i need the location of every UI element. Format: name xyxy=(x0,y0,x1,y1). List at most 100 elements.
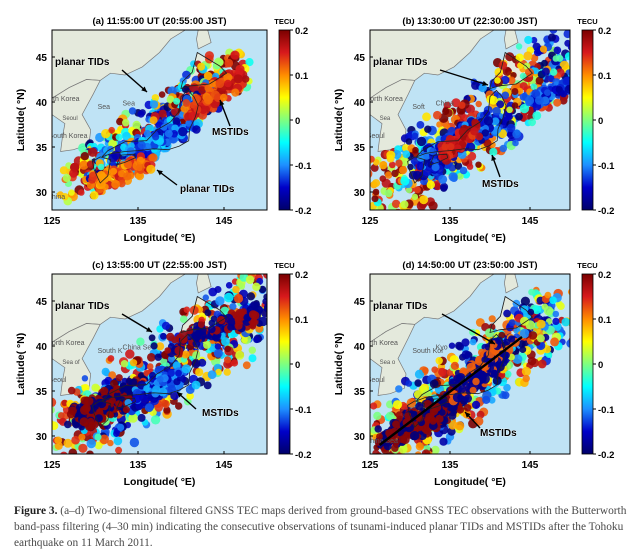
colorbar-label: TECU xyxy=(577,17,597,26)
tec-dot xyxy=(122,119,130,127)
tec-dot xyxy=(68,189,75,196)
tec-dot xyxy=(532,305,542,315)
x-tick-label: 145 xyxy=(522,216,539,227)
tec-dot xyxy=(372,449,380,454)
tec-dot xyxy=(524,95,535,106)
colorbar-tick-label: -0.2 xyxy=(295,206,311,217)
tec-dot xyxy=(235,67,244,76)
tec-dot xyxy=(202,294,209,301)
annotation-arrow xyxy=(121,313,153,333)
tec-dot xyxy=(506,106,513,114)
tec-dot xyxy=(135,171,145,181)
tec-dot xyxy=(67,386,76,395)
tec-dot xyxy=(43,413,52,422)
tec-dot xyxy=(179,315,188,324)
y-tick-label: 30 xyxy=(36,432,48,443)
tec-dot xyxy=(136,337,145,346)
tec-dot xyxy=(132,394,142,404)
y-axis-label: Latitude( °N) xyxy=(333,89,345,152)
tec-dot xyxy=(250,301,258,309)
tec-dot xyxy=(438,367,447,377)
tec-dot xyxy=(400,176,410,186)
tec-dot xyxy=(450,361,459,370)
tec-dot xyxy=(519,103,530,114)
tec-dot xyxy=(150,415,161,425)
tec-dot xyxy=(54,436,63,445)
annotation-arrowhead xyxy=(491,155,497,161)
tec-dot xyxy=(229,303,237,311)
tec-dot xyxy=(186,327,194,335)
annotation-arrow xyxy=(121,69,148,93)
tec-dot xyxy=(271,319,279,327)
tec-dot xyxy=(152,133,160,141)
y-tick-label: 40 xyxy=(354,342,366,353)
figure-3-tec-maps: orth Korea South Korea Seoul Sea Sea China (a)… xyxy=(15,16,615,488)
tec-dot xyxy=(62,456,71,465)
tec-dot xyxy=(370,155,375,163)
tec-dot xyxy=(386,150,396,160)
tec-dot xyxy=(86,450,94,454)
japan-coastline xyxy=(489,51,534,90)
japan-coastline xyxy=(429,397,449,410)
tec-dot xyxy=(557,302,565,310)
y-tick-label: 30 xyxy=(354,432,366,443)
tec-dot xyxy=(433,110,442,120)
tec-dot xyxy=(113,436,123,446)
tec-dot xyxy=(528,118,536,127)
place-label: Seoul xyxy=(49,377,67,384)
tec-dot xyxy=(143,129,151,138)
x-axis-label: Longitude( °E) xyxy=(124,232,196,244)
tec-dot xyxy=(186,392,194,400)
tec-dot xyxy=(548,33,556,42)
y-axis-label: Latitude( °N) xyxy=(333,333,345,396)
tec-dot xyxy=(531,89,541,99)
y-tick-label: 35 xyxy=(36,387,48,398)
japan-coastline xyxy=(180,295,228,334)
tec-dot xyxy=(115,133,123,141)
korea-land xyxy=(52,323,101,396)
colorbar-tick-label: 0 xyxy=(598,360,603,371)
place-label: Seoul xyxy=(367,133,385,140)
tec-dot xyxy=(553,323,562,331)
tec-dot xyxy=(245,275,255,285)
tec-dot xyxy=(458,127,468,137)
tec-dot xyxy=(81,384,90,392)
japan-coastline xyxy=(115,153,136,166)
tec-dot xyxy=(175,402,183,410)
tec-dot xyxy=(163,406,171,414)
tec-dot xyxy=(573,306,580,313)
tec-dot xyxy=(84,396,94,406)
tec-dot xyxy=(454,144,462,152)
tec-dot xyxy=(376,433,383,440)
place-label: orth Korea xyxy=(47,96,80,103)
tec-dot xyxy=(474,416,484,426)
tec-dot xyxy=(395,385,403,393)
tec-dot xyxy=(231,88,240,97)
tec-dot xyxy=(522,374,530,383)
japan-coastline xyxy=(115,397,136,410)
tec-dot xyxy=(441,143,449,151)
x-axis-label: Longitude( °E) xyxy=(434,476,506,488)
tec-dot xyxy=(564,52,570,61)
tec-dot xyxy=(204,309,212,317)
tec-dot xyxy=(461,350,471,360)
tec-dot xyxy=(70,162,80,172)
tec-dot xyxy=(485,349,495,359)
tec-dot xyxy=(481,129,489,137)
tec-dot xyxy=(409,459,417,467)
tec-dot xyxy=(421,449,431,454)
tec-dot xyxy=(115,446,123,454)
tec-dot xyxy=(392,214,401,223)
tec-dot xyxy=(412,170,423,180)
tec-dot xyxy=(158,109,167,118)
tec-dot xyxy=(559,90,568,98)
tec-dot xyxy=(428,201,438,210)
tec-dot xyxy=(61,193,69,201)
panel-title: (b) 13:30:00 UT (22:30:00 JST) xyxy=(402,16,537,27)
tec-dot xyxy=(235,350,245,360)
tec-dot xyxy=(269,319,278,328)
tec-dot xyxy=(416,121,425,129)
tec-dot xyxy=(456,342,464,351)
y-tick-label: 40 xyxy=(36,342,48,353)
